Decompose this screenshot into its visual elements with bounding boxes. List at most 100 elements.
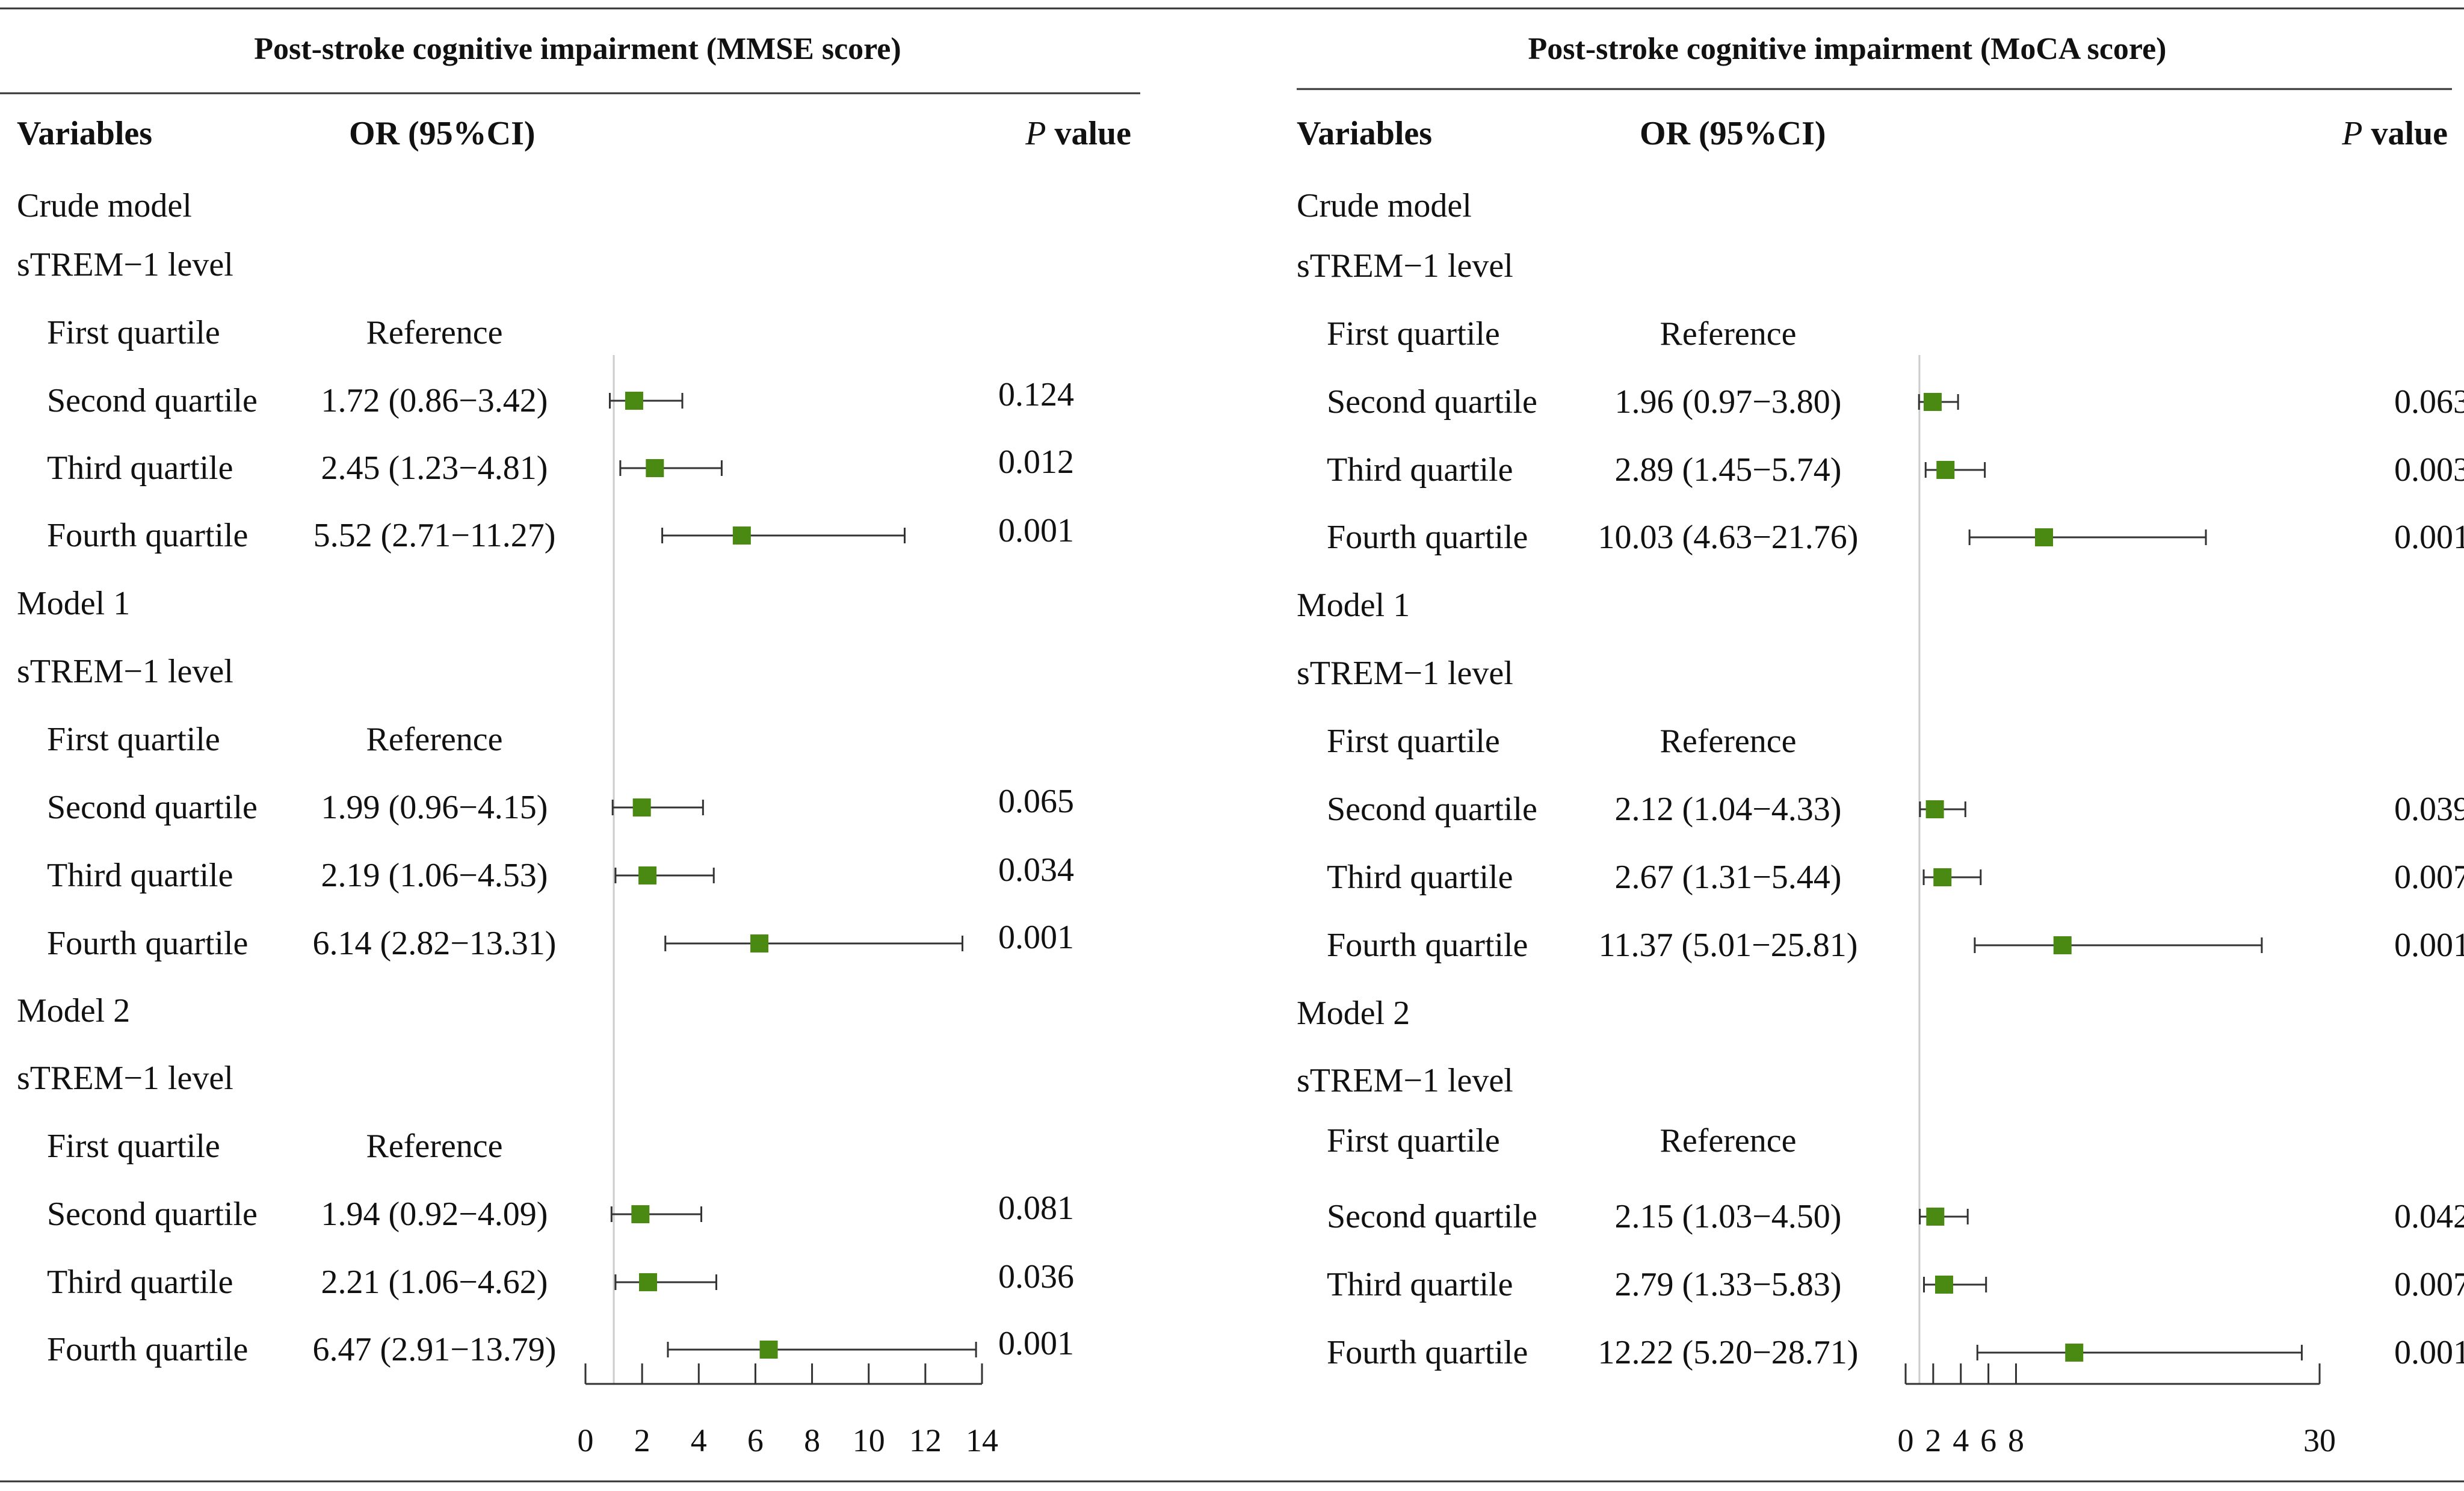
row-label: Second quartile	[1327, 791, 1537, 828]
p-value-word: value	[1046, 115, 1131, 152]
x-tick-label: 6	[1980, 1422, 1996, 1459]
or-point-marker	[1936, 461, 1955, 479]
or-point-marker	[2035, 528, 2054, 546]
row-label: Fourth quartile	[1327, 927, 1528, 964]
x-tick-label: 4	[1953, 1422, 1969, 1459]
row-label: Fourth quartile	[47, 1331, 248, 1368]
or-ci-text: Reference	[366, 721, 503, 758]
p-value-word: value	[2362, 115, 2448, 152]
row-label: Second quartile	[1327, 383, 1537, 421]
group-label: Model 2	[1297, 995, 1410, 1032]
or-ci-text: 1.94 (0.92−4.09)	[321, 1196, 548, 1233]
row-label: First quartile	[47, 314, 220, 351]
or-point-marker	[632, 798, 651, 816]
x-tick-label: 6	[747, 1422, 764, 1459]
row-label: Fourth quartile	[47, 517, 248, 554]
or-point-marker	[1933, 868, 1952, 886]
x-tick-label: 0	[578, 1422, 594, 1459]
p-value-text: 0.065	[998, 783, 1074, 820]
or-ci-text: Reference	[1660, 315, 1797, 353]
group-label: sTREM−1 level	[17, 1060, 233, 1097]
group-label: sTREM−1 level	[17, 653, 233, 690]
or-ci-text: Reference	[1660, 723, 1797, 760]
p-value-text: 0.081	[998, 1190, 1074, 1227]
or-point-marker	[638, 866, 657, 884]
group-label: sTREM−1 level	[1297, 247, 1513, 285]
or-point-marker	[639, 1273, 658, 1291]
p-italic: P	[2341, 115, 2362, 152]
x-tick-label: 14	[966, 1422, 998, 1459]
column-header-or: OR (95%CI)	[1640, 115, 1826, 152]
row-label: First quartile	[47, 721, 220, 758]
p-value-text: 0.007	[2394, 859, 2464, 896]
column-header-variables: Variables	[17, 115, 152, 152]
row-label: Third quartile	[1327, 1266, 1513, 1303]
or-ci-text: 6.14 (2.82−13.31)	[313, 925, 557, 962]
group-label: Model 1	[17, 585, 130, 622]
p-value-text: 0.001	[2394, 1334, 2464, 1371]
panel-title: Post-stroke cognitive impairment (MMSE s…	[254, 32, 901, 66]
row-label: First quartile	[1327, 315, 1500, 353]
column-header-p-value: P value	[1025, 115, 1131, 152]
or-ci-text: Reference	[1660, 1122, 1797, 1159]
column-header-p-value: P value	[2341, 115, 2448, 152]
row-label: Fourth quartile	[1327, 519, 1528, 556]
or-ci-text: Reference	[366, 1128, 503, 1165]
row-label: Fourth quartile	[1327, 1334, 1528, 1371]
or-ci-text: 5.52 (2.71−11.27)	[313, 517, 556, 554]
row-label: Fourth quartile	[47, 925, 248, 962]
or-ci-text: 10.03 (4.63−21.76)	[1598, 519, 1859, 556]
or-ci-text: 2.67 (1.31−5.44)	[1615, 859, 1842, 896]
column-header-variables: Variables	[1297, 115, 1432, 152]
x-tick-label: 2	[1925, 1422, 1941, 1459]
x-tick-label: 0	[1898, 1422, 1914, 1459]
or-point-marker	[2065, 1344, 2084, 1362]
group-label: sTREM−1 level	[1297, 1062, 1513, 1099]
p-value-text: 0.042	[2394, 1198, 2464, 1235]
or-point-marker	[1925, 800, 1944, 818]
row-label: First quartile	[1327, 1122, 1500, 1159]
or-point-marker	[646, 459, 664, 477]
or-point-marker	[1923, 393, 1942, 411]
or-ci-text: 11.37 (5.01−25.81)	[1599, 927, 1858, 964]
forest-panel-1: Post-stroke cognitive impairment (MMSE s…	[0, 32, 1140, 1459]
panel-title: Post-stroke cognitive impairment (MoCA s…	[1528, 32, 2167, 66]
group-label: Crude model	[17, 187, 192, 224]
or-point-marker	[732, 526, 751, 545]
x-tick-label: 30	[2303, 1422, 2336, 1459]
or-ci-text: 2.19 (1.06−4.53)	[321, 857, 548, 894]
or-point-marker	[1934, 1276, 1953, 1294]
or-ci-text: 2.79 (1.33−5.83)	[1615, 1266, 1842, 1303]
p-value-text: 0.001	[998, 512, 1074, 549]
group-label: sTREM−1 level	[1297, 655, 1513, 692]
group-label: Model 2	[17, 992, 130, 1030]
or-point-marker	[631, 1205, 650, 1223]
row-label: Second quartile	[1327, 1198, 1537, 1235]
x-tick-label: 8	[804, 1422, 820, 1459]
row-label: First quartile	[47, 1128, 220, 1165]
p-value-text: 0.063	[2394, 383, 2464, 421]
or-ci-text: 6.47 (2.91−13.79)	[313, 1331, 557, 1368]
row-label: Third quartile	[47, 857, 233, 894]
column-header-or: OR (95%CI)	[349, 115, 536, 152]
or-point-marker	[625, 392, 643, 410]
row-label: Third quartile	[47, 1264, 233, 1301]
or-point-marker	[2053, 936, 2072, 954]
row-label: Third quartile	[47, 449, 233, 487]
or-ci-text: 1.72 (0.86−3.42)	[321, 382, 548, 419]
or-point-marker	[750, 934, 769, 952]
x-tick-label: 2	[634, 1422, 650, 1459]
row-label: Second quartile	[47, 1196, 258, 1233]
or-ci-text: 2.45 (1.23−4.81)	[321, 449, 548, 487]
p-value-text: 0.012	[998, 443, 1074, 481]
or-ci-text: 2.21 (1.06−4.62)	[321, 1264, 548, 1301]
x-tick-label: 12	[909, 1422, 942, 1459]
p-value-text: 0.001	[2394, 519, 2464, 556]
or-point-marker	[1926, 1208, 1945, 1226]
row-label: Second quartile	[47, 789, 258, 826]
group-label: Crude model	[1297, 187, 1472, 224]
or-point-marker	[759, 1341, 778, 1359]
row-label: Third quartile	[1327, 859, 1513, 896]
or-ci-text: 1.96 (0.97−3.80)	[1615, 383, 1842, 421]
